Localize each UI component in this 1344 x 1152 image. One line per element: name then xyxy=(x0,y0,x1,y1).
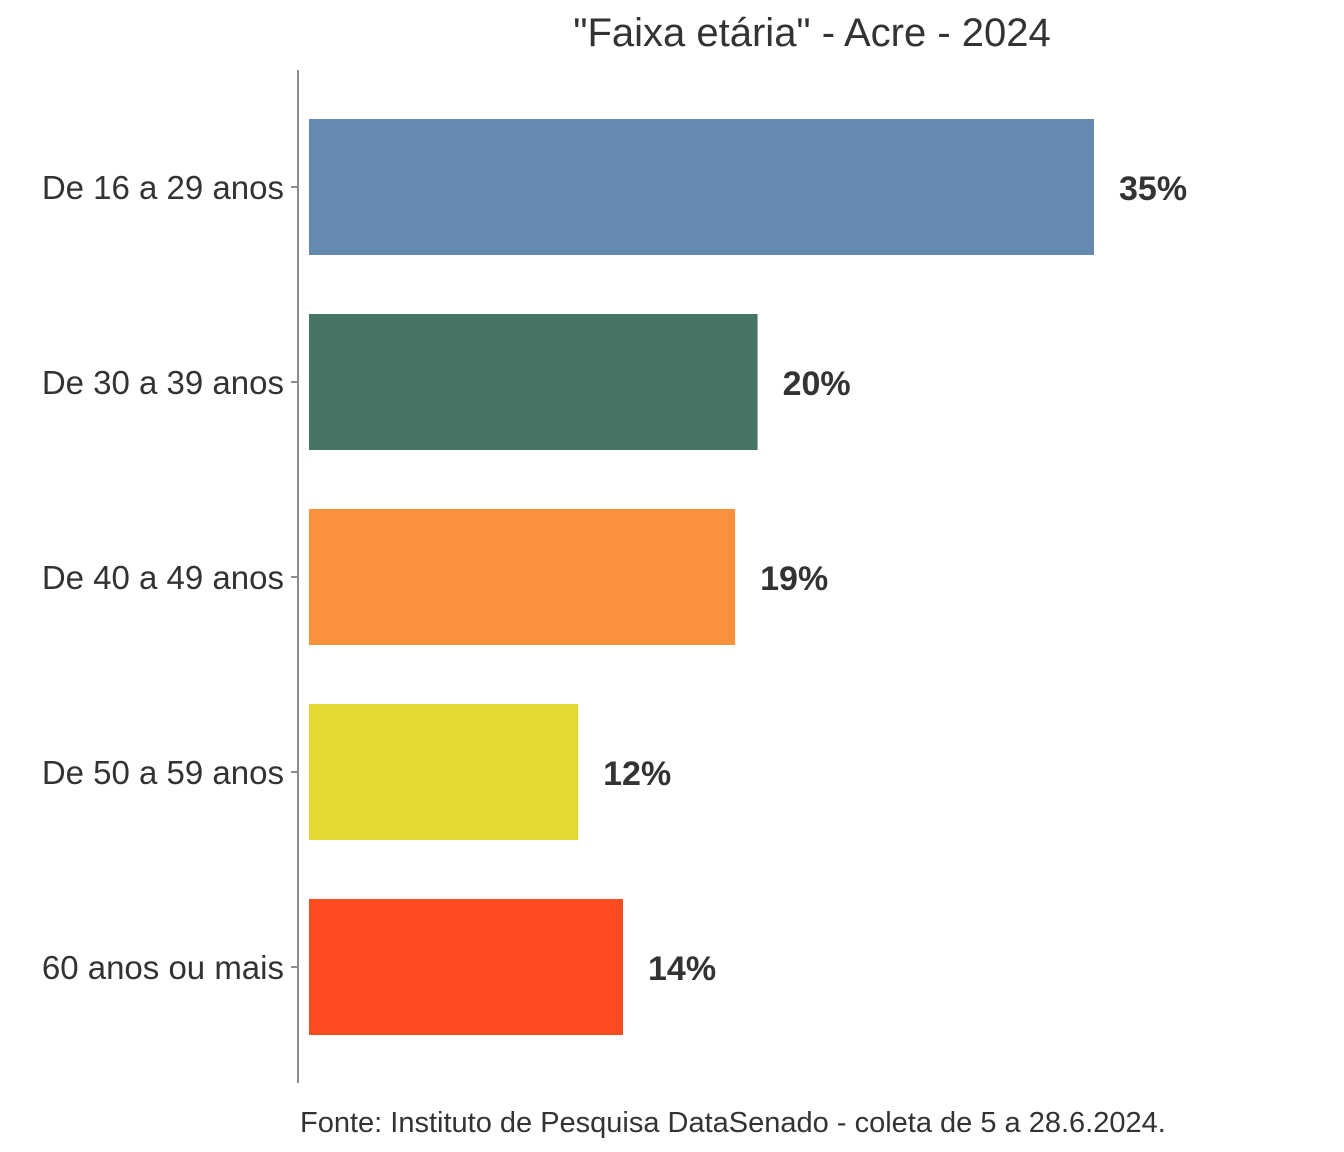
category-label: 60 anos ou mais xyxy=(42,949,284,986)
bar xyxy=(309,119,1094,255)
bar xyxy=(309,704,579,840)
category-label: De 16 a 29 anos xyxy=(42,169,284,206)
chart-title: "Faixa etária" - Acre - 2024 xyxy=(573,11,1051,55)
value-label: 20% xyxy=(783,365,851,403)
bar xyxy=(309,314,758,450)
category-label: De 30 a 39 anos xyxy=(42,364,284,401)
bar xyxy=(309,509,736,645)
bars-group: De 16 a 29 anos 35% De 30 a 39 anos 20% De 4… xyxy=(42,119,1187,1035)
value-label: 14% xyxy=(648,950,716,988)
value-label: 12% xyxy=(603,755,671,793)
value-label: 35% xyxy=(1119,170,1187,208)
bar xyxy=(309,899,623,1035)
category-label: De 40 a 49 anos xyxy=(42,559,284,596)
category-label: De 50 a 59 anos xyxy=(42,754,284,791)
value-label: 19% xyxy=(760,560,828,598)
chart-caption: Fonte: Instituto de Pesquisa DataSenado … xyxy=(300,1107,1166,1139)
